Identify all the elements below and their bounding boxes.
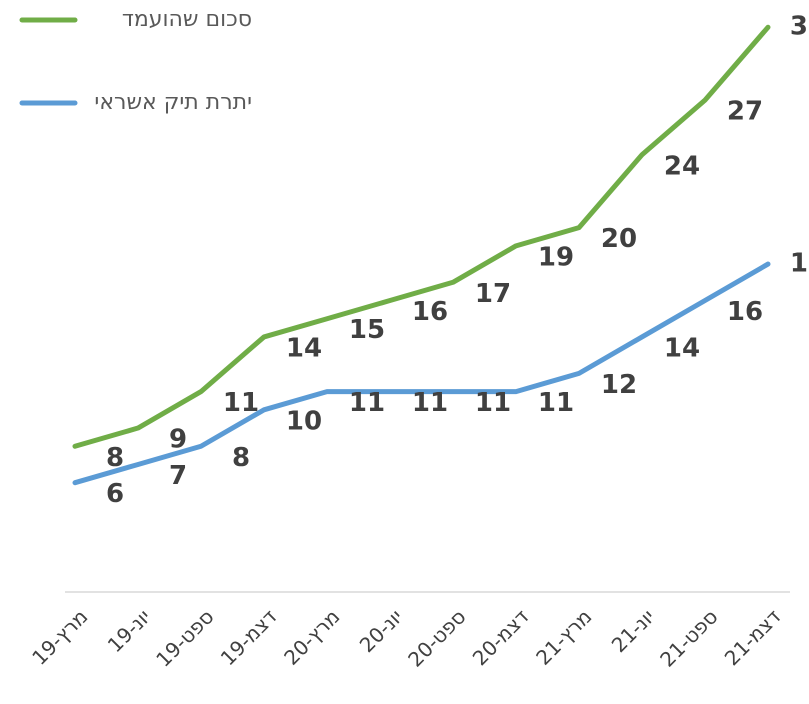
data-label: 11 xyxy=(475,388,511,418)
data-label: 17 xyxy=(475,279,511,309)
data-label: 16 xyxy=(412,297,448,327)
data-label: 14 xyxy=(664,333,700,363)
data-label: 8 xyxy=(106,443,124,473)
data-label: 11 xyxy=(349,388,385,418)
data-label: 16 xyxy=(727,297,763,327)
x-tick-label: דצמ-19 xyxy=(216,604,282,670)
data-label: 8 xyxy=(232,443,250,473)
x-tick-label: ספט-21 xyxy=(655,604,722,671)
data-label: 18 xyxy=(790,249,809,279)
data-label: 12 xyxy=(601,370,637,400)
series-line xyxy=(72,24,771,449)
x-tick-label: יונ-21 xyxy=(607,604,660,657)
data-label: 9 xyxy=(169,425,187,455)
data-label: 10 xyxy=(286,406,322,436)
data-label: 24 xyxy=(664,151,700,181)
data-label: 31 xyxy=(790,12,809,42)
x-tick-label: דצמ-21 xyxy=(720,604,786,670)
data-label: 11 xyxy=(412,388,448,418)
x-tick-label: יונ-20 xyxy=(355,604,408,657)
data-label: 20 xyxy=(601,224,637,254)
data-label: 11 xyxy=(538,388,574,418)
x-tick-label: יונ-19 xyxy=(103,604,156,657)
data-label: 11 xyxy=(223,388,259,418)
x-tick-label: מרץ-19 xyxy=(27,604,92,669)
x-tick-label: ספט-19 xyxy=(151,604,218,671)
x-tick-label: מרץ-21 xyxy=(531,604,596,669)
data-label: 19 xyxy=(538,242,574,272)
data-label: 14 xyxy=(286,333,322,363)
data-label: 7 xyxy=(169,461,187,491)
x-tick-label: מרץ-20 xyxy=(279,604,344,669)
series-line xyxy=(72,261,771,486)
data-label: 15 xyxy=(349,315,385,345)
data-label: 6 xyxy=(106,479,124,509)
x-tick-label: ספט-20 xyxy=(403,604,470,671)
x-tick-label: דצמ-20 xyxy=(468,604,534,670)
data-label: 27 xyxy=(727,97,763,127)
legend-label: סכום שהועמד xyxy=(122,7,252,32)
legend-label: יתרת תיק אשראי xyxy=(94,90,252,115)
